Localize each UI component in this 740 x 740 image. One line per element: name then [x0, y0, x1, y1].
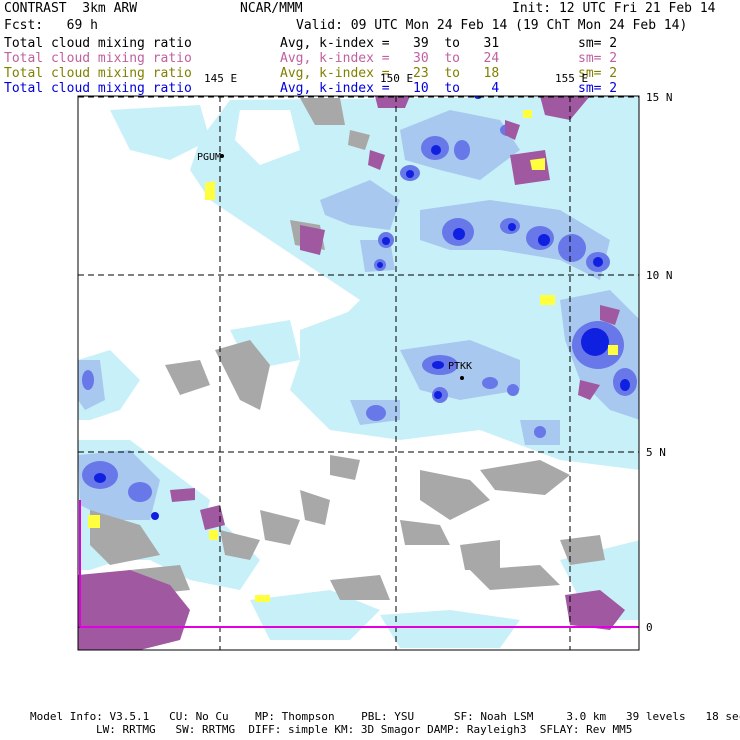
field-legend-4-name: Total cloud mixing ratio	[4, 81, 192, 96]
field-legend-2-stat: Avg, k-index = 30 to 24	[280, 51, 500, 66]
field-legend-3-stat: Avg, k-index = 23 to 18	[280, 66, 500, 81]
field-legend-2-name: Total cloud mixing ratio	[4, 51, 192, 66]
field-legend-3-sm: sm= 2	[578, 66, 618, 81]
model-info-line-2: LW: RRTMG SW: RRTMG DIFF: simple KM: 3D …	[96, 723, 633, 736]
model-info-line-1: Model Info: V3.5.1 CU: No Cu MP: Thompso…	[30, 710, 740, 723]
lat-label-15n: 15 N	[646, 91, 673, 104]
lat-label-10n: 10 N	[646, 269, 673, 282]
field-legend-1-stat: Avg, k-index = 39 to 31	[280, 36, 500, 51]
inner-domain-boundary	[79, 500, 639, 628]
field-legend-4-stat: Avg, k-index = 10 to 4	[280, 81, 500, 96]
init-time: Init: 12 UTC Fri 21 Feb 14	[512, 1, 716, 16]
lon-label-145e: 145 E	[204, 72, 238, 85]
lon-label-150e: 150 E	[380, 72, 414, 85]
map-frame	[77, 95, 640, 651]
station-label-pgum: PGUM	[197, 152, 222, 163]
yellow-layer	[88, 110, 618, 602]
model-title: CONTRAST 3km ARW	[4, 1, 138, 16]
cloud-core-layer	[94, 96, 630, 520]
lon-label-155e: 155 E	[555, 72, 589, 85]
lat-label-5n: 5 N	[646, 446, 666, 459]
valid-time: Valid: 09 UTC Mon 24 Feb 14 (19 ChT Mon …	[296, 18, 688, 33]
field-legend-1-name: Total cloud mixing ratio	[4, 36, 192, 51]
institution-label: NCAR/MMM	[240, 1, 303, 16]
field-legend-3-name: Total cloud mixing ratio	[4, 66, 192, 81]
cloud-light-layer	[78, 96, 639, 648]
field-legend-4-sm: sm= 2	[578, 81, 618, 96]
station-label-ptkk: PTKK	[448, 361, 473, 372]
station-marker-ptkk	[460, 376, 464, 380]
field-legend-2-sm: sm= 2	[578, 51, 618, 66]
field-legend-1-sm: sm= 2	[578, 36, 618, 51]
lat-label-0: 0	[646, 621, 653, 634]
forecast-hour: Fcst: 69 h	[4, 18, 98, 33]
clear-patches	[235, 110, 300, 320]
station-marker-pgum	[220, 154, 224, 158]
